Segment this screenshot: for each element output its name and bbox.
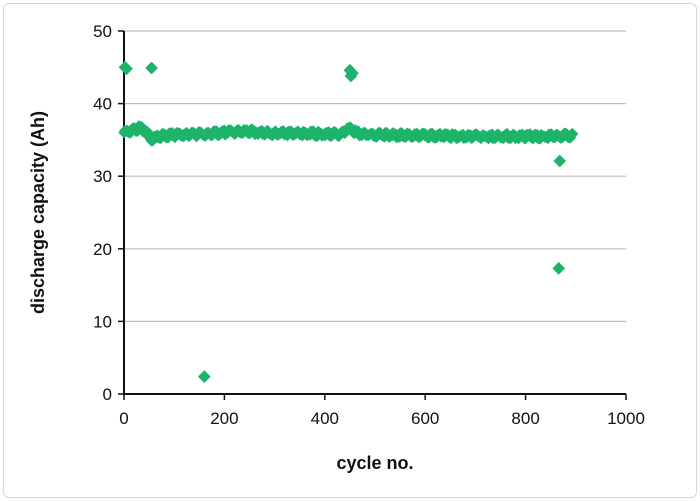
y-tick-label: 10 xyxy=(93,312,112,331)
x-tick-label: 0 xyxy=(119,409,128,428)
y-tick-label: 30 xyxy=(93,167,112,186)
x-tick-label: 1000 xyxy=(607,409,645,428)
y-axis-title: discharge capacity (Ah) xyxy=(28,111,48,314)
outlier-point xyxy=(145,61,158,75)
data-points xyxy=(118,60,579,383)
outlier-point xyxy=(553,154,567,168)
gridlines xyxy=(124,30,626,322)
axes xyxy=(118,30,627,400)
x-tick-labels: 0 200 400 600 800 1000 xyxy=(119,409,645,428)
outlier-point xyxy=(552,262,566,275)
x-tick-label: 400 xyxy=(311,409,339,428)
data-point xyxy=(567,128,579,140)
outlier-point xyxy=(197,370,211,383)
x-tick-label: 200 xyxy=(210,409,238,428)
x-axis-title: cycle no. xyxy=(336,453,413,473)
outlier-points xyxy=(118,60,567,383)
y-tick-label: 50 xyxy=(93,22,112,41)
x-tick-label: 800 xyxy=(511,409,539,428)
x-tick-label: 600 xyxy=(411,409,439,428)
chart-frame xyxy=(3,3,697,498)
outlier-point xyxy=(344,69,358,83)
y-tick-label: 20 xyxy=(93,240,112,259)
y-tick-label: 0 xyxy=(103,385,112,404)
y-tick-label: 40 xyxy=(93,95,112,114)
dense-band-points xyxy=(118,120,579,147)
y-tick-labels: 0 10 20 30 40 50 xyxy=(93,22,112,404)
